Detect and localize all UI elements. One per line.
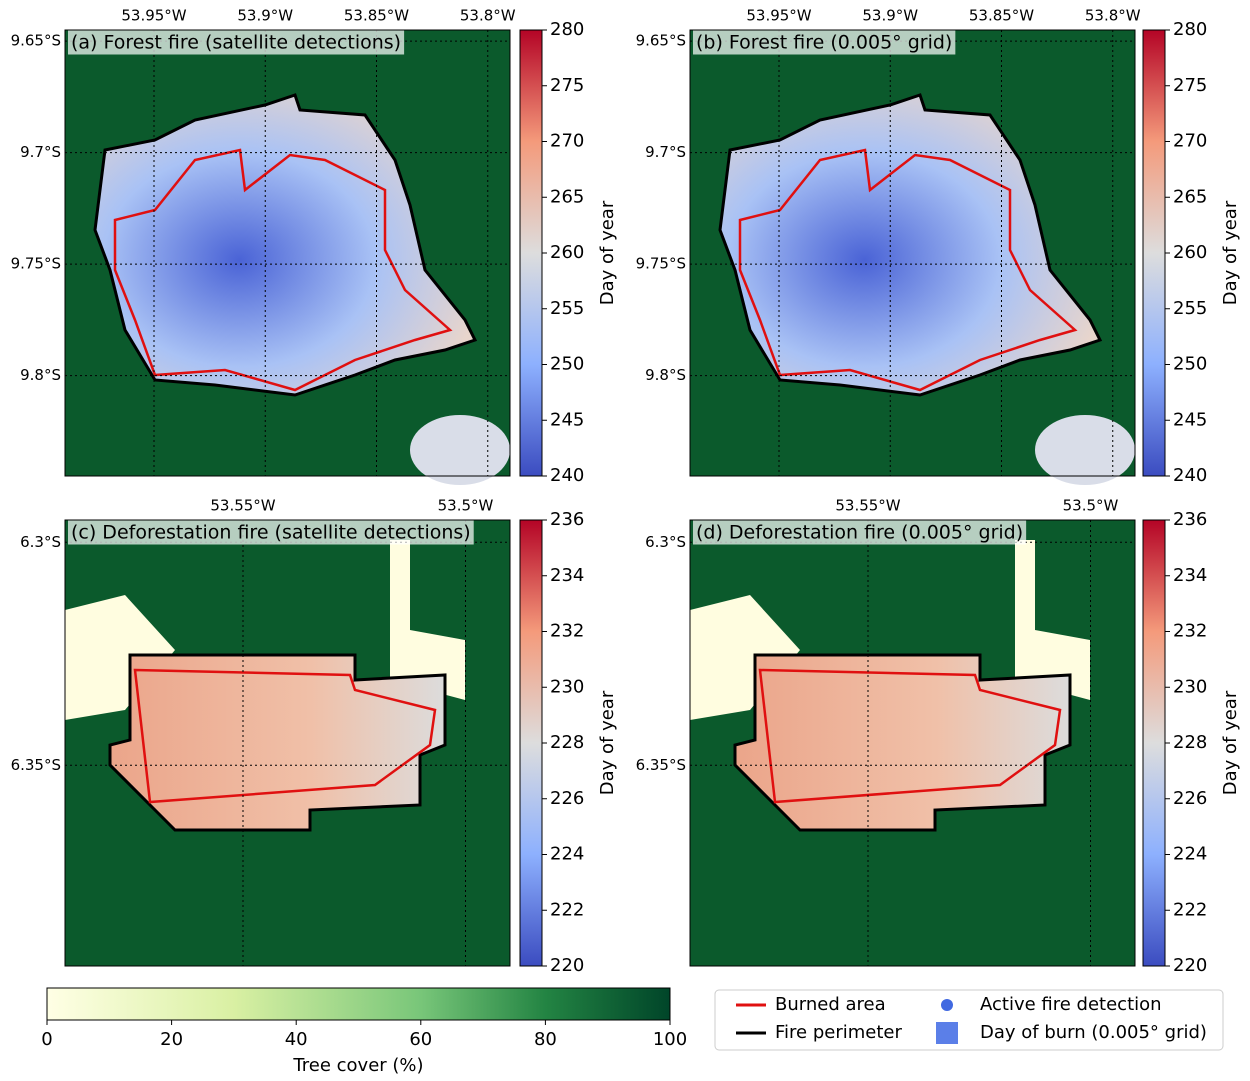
legend-label: Burned area (775, 994, 886, 1015)
colorbar-tick-label: 280 (1173, 19, 1207, 40)
colorbar-tick-label: 222 (1173, 899, 1207, 920)
colorbar-tick-label: 280 (550, 19, 584, 40)
colorbar-tick-label: 236 (1173, 509, 1207, 530)
colorbar-tick-label: 275 (1173, 75, 1207, 96)
fire-area (735, 655, 1070, 830)
colorbar-tick-label: 250 (550, 354, 584, 375)
y-tick-label: 9.65°S (11, 32, 61, 50)
colorbar-label: Day of year (597, 200, 618, 305)
colorbar-tick-label: 240 (550, 465, 584, 486)
legend-symbol (941, 999, 953, 1011)
y-tick-label: 9.8°S (645, 366, 686, 384)
panel-title: (d) Deforestation fire (0.005° grid) (696, 522, 1023, 544)
colorbar-tick-label: 260 (1173, 242, 1207, 263)
x-tick-label: 53.55°W (835, 497, 900, 515)
colorbar-tick-label: 270 (550, 131, 584, 152)
colorbar-tick-label: 60 (409, 1029, 432, 1050)
y-tick-label: 6.3°S (645, 533, 686, 551)
colorbar-tick-label: 275 (550, 75, 584, 96)
colorbar-tick-label: 228 (1173, 732, 1207, 753)
colorbar-tick-label: 265 (1173, 186, 1207, 207)
colorbar-tick-label: 222 (550, 899, 584, 920)
colorbar (520, 520, 542, 966)
x-tick-label: 53.9°W (237, 7, 293, 25)
colorbar (1143, 30, 1165, 476)
colorbar-tick-label: 226 (550, 788, 584, 809)
colorbar-tick-label: 234 (1173, 565, 1207, 586)
colorbar-tick-label: 255 (550, 298, 584, 319)
colorbar-tick-label: 224 (550, 844, 584, 865)
y-tick-label: 6.35°S (11, 756, 61, 774)
panel-title: (a) Forest fire (satellite detections) (71, 32, 401, 54)
y-tick-label: 9.7°S (645, 143, 686, 161)
colorbar-tick-label: 0 (41, 1029, 52, 1050)
legend-label: Active fire detection (980, 994, 1162, 1015)
colorbar-tick-label: 250 (1173, 354, 1207, 375)
x-tick-label: 53.85°W (969, 7, 1034, 25)
colorbar-tick-label: 245 (1173, 409, 1207, 430)
colorbar-label: Day of year (1220, 200, 1241, 305)
colorbar-tick-label: 226 (1173, 788, 1207, 809)
x-tick-label: 53.55°W (210, 497, 275, 515)
colorbar-tick-label: 260 (550, 242, 584, 263)
colorbar-tick-label: 232 (550, 621, 584, 642)
x-tick-label: 53.9°W (862, 7, 918, 25)
x-tick-label: 53.5°W (1063, 497, 1119, 515)
colorbar-tick-label: 265 (550, 186, 584, 207)
y-tick-label: 9.8°S (20, 366, 61, 384)
colorbar-tick-label: 270 (1173, 131, 1207, 152)
colorbar-tick-label: 228 (550, 732, 584, 753)
legend-label: Day of burn (0.005° grid) (980, 1022, 1207, 1043)
fire-area (110, 655, 445, 830)
legend-symbol (936, 1022, 958, 1044)
fire-cluster (410, 415, 510, 485)
colorbar-tick-label: 240 (1173, 465, 1207, 486)
colorbar-tick-label: 232 (1173, 621, 1207, 642)
colorbar-tick-label: 236 (550, 509, 584, 530)
colorbar-tick-label: 255 (1173, 298, 1207, 319)
colorbar-tick-label: 80 (534, 1029, 557, 1050)
x-tick-label: 53.8°W (1085, 7, 1141, 25)
fire-cluster (1035, 415, 1135, 485)
x-tick-label: 53.95°W (121, 7, 186, 25)
x-tick-label: 53.8°W (460, 7, 516, 25)
y-tick-label: 9.75°S (11, 255, 61, 273)
colorbar-tick-label: 245 (550, 409, 584, 430)
colorbar-label: Day of year (1220, 690, 1241, 795)
legend-label: Fire perimeter (775, 1022, 902, 1043)
colorbar-tick-label: 100 (653, 1029, 687, 1050)
x-tick-label: 53.5°W (438, 497, 494, 515)
y-tick-label: 9.7°S (20, 143, 61, 161)
colorbar-tick-label: 234 (550, 565, 584, 586)
colorbar-label: Day of year (597, 690, 618, 795)
x-tick-label: 53.85°W (344, 7, 409, 25)
panel-title: (c) Deforestation fire (satellite detect… (71, 522, 471, 544)
colorbar-tick-label: 20 (160, 1029, 183, 1050)
colorbar-tick-label: 220 (550, 955, 584, 976)
y-tick-label: 9.75°S (636, 255, 686, 273)
figure: 53.95°W 53.9°W 53.85°W 53.8°W 9.65°S 9.7°S 9.7… (0, 0, 1250, 1077)
colorbar (520, 30, 542, 476)
colorbar-tick-label: 220 (1173, 955, 1207, 976)
y-tick-label: 9.65°S (636, 32, 686, 50)
y-tick-label: 6.35°S (636, 756, 686, 774)
colorbar-label: Tree cover (%) (292, 1055, 423, 1076)
colorbar-tick-label: 230 (550, 676, 584, 697)
tree-cover-colorbar (47, 988, 670, 1020)
colorbar-tick-label: 230 (1173, 676, 1207, 697)
colorbar-tick-label: 224 (1173, 844, 1207, 865)
x-tick-label: 53.95°W (746, 7, 811, 25)
colorbar-tick-label: 40 (285, 1029, 308, 1050)
colorbar (1143, 520, 1165, 966)
y-tick-label: 6.3°S (20, 533, 61, 551)
panel-title: (b) Forest fire (0.005° grid) (696, 32, 952, 54)
